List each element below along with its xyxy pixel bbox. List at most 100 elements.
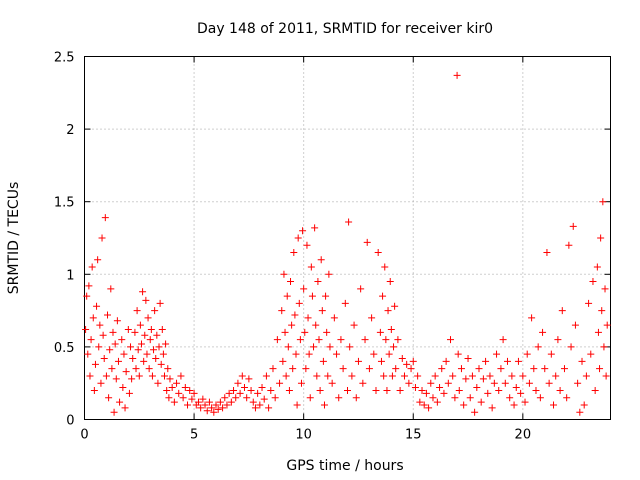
data-point	[519, 372, 527, 380]
x-tick-label: 20	[515, 428, 532, 443]
data-point	[170, 398, 178, 406]
data-point	[547, 350, 555, 358]
data-point	[97, 379, 105, 387]
data-point	[225, 389, 233, 397]
data-point	[190, 389, 198, 397]
data-point	[302, 365, 310, 373]
data-point	[93, 302, 101, 310]
data-point	[523, 350, 531, 358]
data-point	[260, 395, 268, 403]
data-point	[560, 365, 568, 373]
data-point	[128, 375, 136, 383]
data-point	[98, 234, 106, 242]
data-point	[106, 346, 114, 354]
data-point	[173, 379, 181, 387]
data-point	[322, 292, 330, 300]
data-point	[154, 379, 162, 387]
data-point	[90, 386, 98, 394]
data-point	[113, 317, 121, 325]
data-point	[232, 394, 240, 402]
data-point	[194, 398, 202, 406]
data-point	[388, 372, 396, 380]
data-point	[350, 321, 358, 329]
data-point	[512, 384, 520, 392]
plot-frame	[84, 56, 611, 420]
data-point	[136, 321, 144, 329]
data-point	[109, 328, 117, 336]
data-point	[550, 401, 558, 409]
data-point	[411, 384, 419, 392]
data-point	[346, 343, 354, 351]
data-point	[158, 325, 166, 333]
data-point	[166, 375, 174, 383]
data-point	[587, 350, 595, 358]
data-point	[517, 389, 525, 397]
data-point	[156, 299, 164, 307]
data-point	[454, 350, 462, 358]
data-point	[409, 357, 417, 365]
data-point	[593, 263, 601, 271]
data-point	[425, 404, 433, 412]
data-point	[155, 343, 163, 351]
data-point	[315, 336, 323, 344]
data-point	[129, 355, 137, 363]
data-point	[384, 307, 392, 315]
data-point	[339, 365, 347, 373]
data-point	[105, 394, 113, 402]
data-point	[85, 282, 93, 290]
data-point	[407, 365, 415, 373]
data-point	[245, 375, 253, 383]
data-point	[440, 389, 448, 397]
data-point	[179, 394, 187, 402]
data-point	[121, 404, 129, 412]
data-point	[82, 325, 90, 333]
data-point	[600, 343, 608, 351]
data-point	[210, 408, 218, 416]
data-point	[273, 336, 281, 344]
y-tick-label: 0.5	[54, 341, 75, 356]
data-point	[95, 343, 103, 351]
data-point	[157, 360, 165, 368]
data-point	[457, 365, 465, 373]
data-point	[460, 401, 468, 409]
data-point	[594, 328, 602, 336]
data-point	[462, 375, 470, 383]
data-point	[486, 372, 494, 380]
data-point	[479, 375, 487, 383]
data-point	[114, 357, 122, 365]
data-point	[400, 372, 408, 380]
chart-title: Day 148 of 2011, SRMTID for receiver kir…	[197, 21, 493, 37]
data-point	[243, 394, 251, 402]
data-point	[344, 386, 351, 394]
data-point	[372, 386, 380, 394]
data-point	[495, 386, 503, 394]
data-point	[267, 386, 275, 394]
data-point	[602, 372, 610, 380]
data-point	[345, 218, 353, 226]
data-point	[291, 311, 299, 319]
data-point	[88, 263, 96, 271]
data-point	[534, 343, 542, 351]
data-point	[141, 331, 149, 339]
data-point	[285, 386, 293, 394]
data-point	[219, 404, 227, 412]
data-point	[328, 379, 336, 387]
data-point	[294, 234, 302, 242]
data-point	[86, 372, 94, 380]
data-point	[96, 321, 104, 329]
data-point	[455, 386, 463, 394]
data-point	[249, 398, 257, 406]
data-point	[177, 372, 185, 380]
data-point	[392, 365, 400, 373]
data-point	[142, 296, 150, 304]
data-point	[111, 340, 119, 348]
data-point	[396, 386, 404, 394]
data-point	[394, 336, 402, 344]
data-point	[420, 401, 428, 409]
data-point	[464, 355, 472, 363]
data-point	[127, 343, 135, 351]
data-point	[528, 314, 536, 322]
data-point	[357, 285, 365, 293]
data-point	[87, 336, 95, 344]
